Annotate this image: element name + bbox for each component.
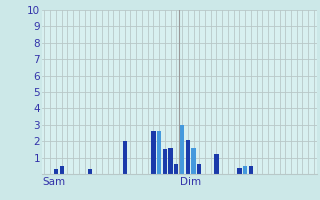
Bar: [54, 169, 58, 174]
Bar: [180, 125, 184, 174]
Bar: [186, 140, 190, 174]
Bar: [214, 154, 219, 174]
Bar: [163, 149, 167, 174]
Text: Sam: Sam: [43, 177, 66, 187]
Bar: [151, 131, 156, 174]
Bar: [157, 131, 161, 174]
Bar: [88, 169, 92, 174]
Bar: [168, 148, 173, 174]
Bar: [243, 166, 247, 174]
Bar: [123, 141, 127, 174]
Bar: [249, 166, 253, 174]
Bar: [60, 166, 64, 174]
Text: Dim: Dim: [180, 177, 202, 187]
Bar: [237, 168, 242, 174]
Bar: [191, 148, 196, 174]
Bar: [197, 164, 201, 174]
Bar: [174, 164, 179, 174]
